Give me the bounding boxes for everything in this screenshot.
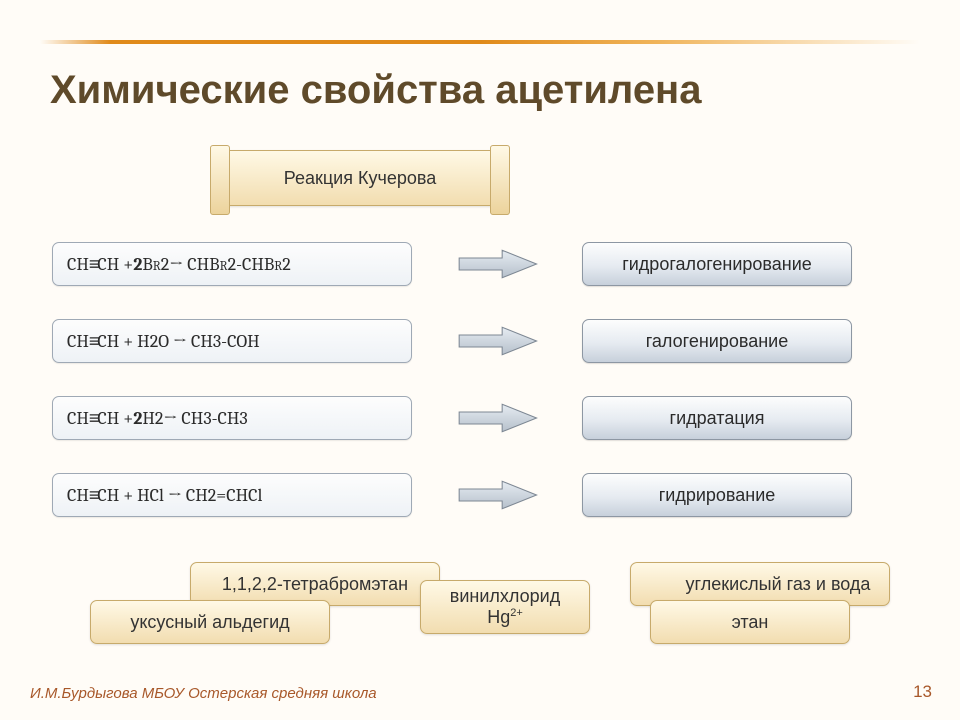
footer-credit: И.М.Бурдыгова МБОУ Остерская средняя шко…	[30, 685, 377, 702]
equation-box: CH≡ CH + HCl → CH2=CHCl	[52, 473, 412, 517]
arrow-icon	[412, 477, 582, 513]
reaction-type-box: гидрогалогенирование	[582, 242, 852, 286]
chip-label: уксусный альдегид	[130, 612, 289, 633]
reaction-rows: CH≡ CH + 2Br2 → CHBr2-CHBr2 гидрогалоген…	[52, 240, 908, 548]
reaction-type-box: гидратация	[582, 396, 852, 440]
top-rule	[40, 40, 920, 44]
page-number: 13	[913, 682, 932, 702]
arrow-icon	[412, 246, 582, 282]
reaction-type-box: галогенирование	[582, 319, 852, 363]
banner-label: Реакция Кучерова	[284, 168, 437, 189]
reaction-row: CH≡ CH + 2Br2 → CHBr2-CHBr2 гидрогалоген…	[52, 240, 908, 288]
product-chip: этан	[650, 600, 850, 644]
chip-sub: Hg2+	[487, 607, 523, 628]
page-title: Химические свойства ацетилена	[50, 68, 701, 113]
reaction-type-box: гидрирование	[582, 473, 852, 517]
product-chip: уксусный альдегид	[90, 600, 330, 644]
reaction-row: CH≡ CH + H2O → CH3-COH галогенирование	[52, 317, 908, 365]
chip-label: этан	[732, 612, 769, 633]
chip-label: винилхлорид	[450, 587, 560, 607]
reaction-row: CH≡ CH + 2H2 → CH3-CH3 гидратация	[52, 394, 908, 442]
chip-label: углекислый газ и вода	[686, 574, 871, 595]
arrow-icon	[412, 400, 582, 436]
equation-box: CH≡ CH + 2H2 → CH3-CH3	[52, 396, 412, 440]
chip-label: 1,1,2,2-тетрабромэтан	[222, 574, 408, 595]
equation-box: CH≡ CH + 2Br2 → CHBr2-CHBr2	[52, 242, 412, 286]
equation-box: CH≡ CH + H2O → CH3-COH	[52, 319, 412, 363]
reaction-row: CH≡ CH + HCl → CH2=CHCl гидрирование	[52, 471, 908, 519]
kucherov-banner: Реакция Кучерова	[215, 150, 505, 206]
product-chip: винилхлорид Hg2+	[420, 580, 590, 634]
arrow-icon	[412, 323, 582, 359]
